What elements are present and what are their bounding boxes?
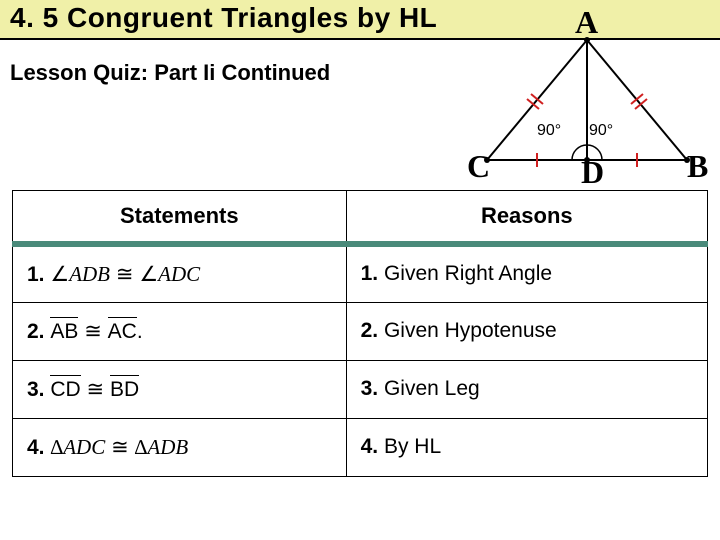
reason-text: Given Leg [384,377,480,400]
table-row: 3. CD ≅ BD 3. Given Leg [13,360,708,418]
table-row: 2. AB ≅ AC. 2. Given Hypotenuse [13,302,708,360]
triangle-diagram: A C D B 90° 90° [477,10,702,185]
table-row: 1. ∠ADB ≅ ∠ADC 1. Given Right Angle [13,244,708,302]
vertex-d-label: D [581,154,604,191]
table-row: 4. ∆ADC ≅ ∆ADB 4. By HL [13,418,708,476]
statement-math: AB ≅ AC. [50,320,142,343]
reason-text: By HL [384,435,441,458]
row-num: 2. [27,320,45,343]
vertex-b-label: B [687,148,708,185]
reason-cell: 1. Given Right Angle [346,244,707,302]
row-num: 4. [27,436,45,459]
reason-num: 4. [361,435,379,458]
reason-cell: 4. By HL [346,418,707,476]
statement-math: CD ≅ BD [50,378,139,401]
statement-math: ∠ADB ≅ ∠ADC [50,263,200,286]
header-reasons: Reasons [346,191,707,245]
reason-text: Given Hypotenuse [384,319,557,342]
table-header-row: Statements Reasons [13,191,708,245]
reason-num: 1. [361,262,379,285]
vertex-c-label: C [467,148,490,185]
proof-body: 1. ∠ADB ≅ ∠ADC 1. Given Right Angle 2. A… [13,244,708,476]
statement-cell: 3. CD ≅ BD [13,360,347,418]
reason-cell: 2. Given Hypotenuse [346,302,707,360]
angle-left-label: 90° [537,122,561,140]
proof-table: Statements Reasons 1. ∠ADB ≅ ∠ADC 1. Giv… [12,190,708,477]
statement-cell: 2. AB ≅ AC. [13,302,347,360]
row-num: 1. [27,263,45,286]
statement-cell: 1. ∠ADB ≅ ∠ADC [13,244,347,302]
reason-cell: 3. Given Leg [346,360,707,418]
statement-cell: 4. ∆ADC ≅ ∆ADB [13,418,347,476]
reason-text: Given Right Angle [384,262,552,285]
reason-num: 3. [361,377,379,400]
header-statements: Statements [13,191,347,245]
vertex-a-label: A [575,4,598,41]
row-num: 3. [27,378,45,401]
angle-right-label: 90° [589,122,613,140]
reason-num: 2. [361,319,379,342]
statement-math: ∆ADC ≅ ∆ADB [50,436,188,459]
